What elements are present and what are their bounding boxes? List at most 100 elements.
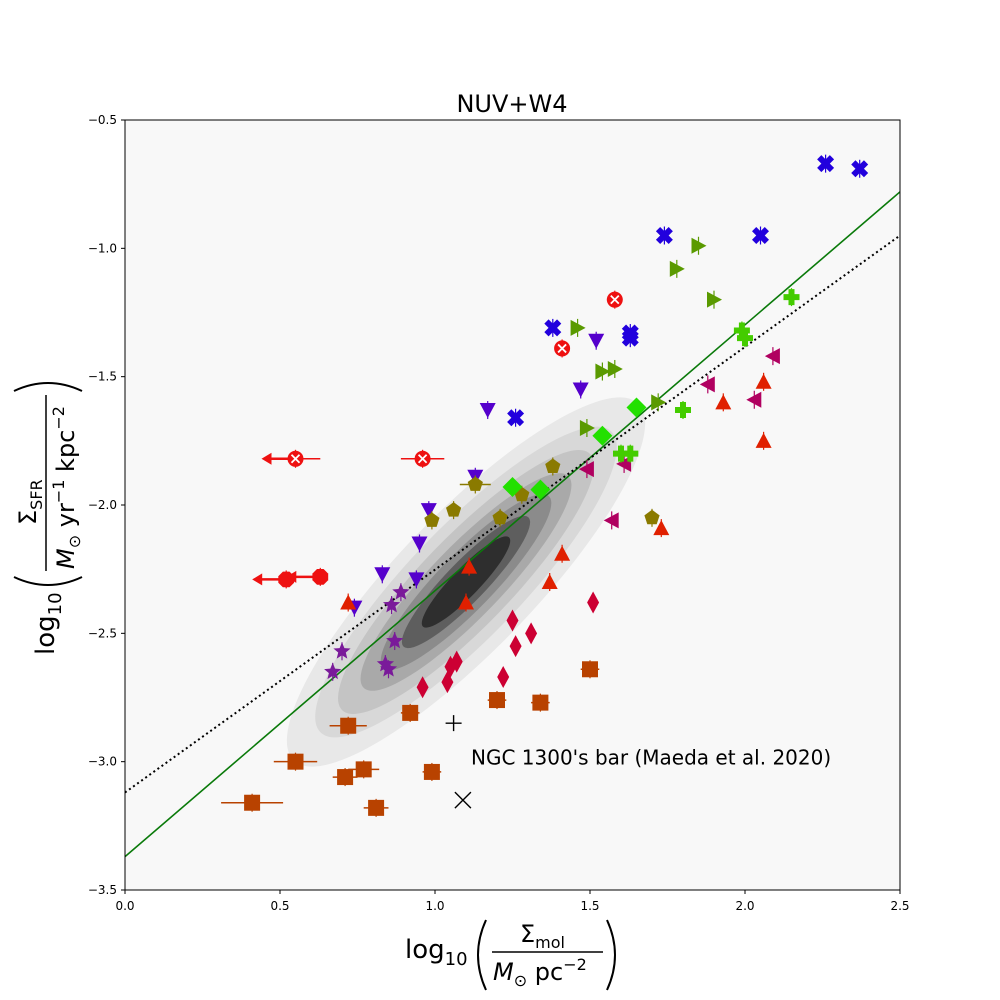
marker-filled-x: [752, 227, 769, 244]
data-point: [691, 236, 707, 255]
marker-filled-x: [655, 227, 673, 244]
chart-title: NUV+W4: [456, 90, 567, 118]
marker-diamond: [592, 425, 613, 446]
marker-filled-x-shape: [621, 329, 639, 347]
data-point: [531, 693, 550, 712]
y-label-sun: ⊙: [65, 535, 84, 548]
marker-pentagon: [424, 512, 440, 527]
data-point: [554, 339, 571, 358]
marker-filled-plus: [622, 445, 639, 462]
x-label-sigma-sub: mol: [535, 933, 565, 952]
data-point: [653, 519, 670, 538]
x-tick-label: 1.5: [580, 899, 599, 913]
data-point: [541, 573, 558, 591]
svg-text:log10: log10: [31, 592, 66, 655]
marker-filled-x-shape: [817, 155, 835, 173]
y-label-kpc: kpc: [52, 430, 80, 480]
data-point: [324, 662, 342, 681]
x-tick-label: 0.5: [270, 899, 289, 913]
marker-thin-diamond: [509, 635, 522, 658]
data-point: [572, 380, 589, 399]
x-label-left-paren: [477, 919, 487, 991]
svg-text:log10: log10: [405, 935, 468, 970]
marker-triangle-down: [479, 403, 496, 419]
marker-filled-x-shape: [507, 409, 525, 427]
marker-star: [324, 662, 342, 680]
marker-octagon: [312, 569, 329, 585]
y-label-right-paren: [13, 382, 83, 392]
data-point: [570, 318, 586, 337]
data-point: [592, 425, 613, 446]
marker-square: [582, 661, 598, 678]
marker-pentagon: [467, 476, 483, 491]
y-label-log-sub: 10: [45, 592, 66, 615]
svg-text:M⊙ yr−1 kpc−2: M⊙ yr−1 kpc−2: [49, 406, 84, 569]
y-label-sigma: Σ: [14, 510, 42, 525]
marker-triangle-up: [461, 558, 478, 574]
marker-triangle-right: [607, 360, 623, 377]
data-point: [408, 570, 425, 589]
data-point: [707, 290, 722, 309]
data-point: [545, 457, 561, 476]
marker-square: [244, 794, 261, 811]
svg-text:Σmol: Σmol: [520, 920, 565, 952]
marker-triangle-up: [755, 373, 772, 389]
data-point: [329, 716, 367, 735]
data-point: [613, 444, 629, 463]
data-point: [340, 593, 357, 612]
data-point: [507, 408, 525, 427]
marker-star: [392, 583, 410, 600]
data-point: [461, 557, 478, 576]
y-label-yr: yr: [52, 503, 80, 535]
data-point: [622, 444, 639, 463]
marker-thin-diamond: [416, 676, 429, 699]
density-contour-level: [421, 536, 511, 628]
data-point: [458, 593, 474, 612]
x-label-pc-exp: −2: [563, 955, 587, 974]
data-point: [595, 362, 611, 381]
y-label-sigma-sub: SFR: [27, 479, 46, 509]
ngc1300-markers: [445, 715, 472, 809]
marker-triangle-right: [579, 420, 595, 436]
data-point: [261, 449, 321, 468]
marker-triangle-up: [458, 594, 474, 610]
y-tick-label: −1.5: [88, 370, 117, 384]
data-point: [737, 329, 753, 348]
x-tick-label: 0.0: [115, 899, 134, 913]
marker-circle-x-cross: [610, 295, 620, 305]
marker-thin-diamond: [497, 665, 510, 688]
marker-triangle-down: [420, 503, 437, 519]
data-point: [715, 393, 732, 412]
marker-triangle-right: [669, 260, 685, 277]
svg-text:ΣSFR: ΣSFR: [14, 479, 46, 525]
marker-star: [383, 596, 401, 613]
y-tick-label: −3.5: [88, 883, 117, 897]
x-axis-ticks: 0.0 0.5 1.0 1.5 2.0 2.5: [115, 890, 910, 913]
y-tick-label: −2.0: [88, 498, 117, 512]
marker-thin-diamond: [450, 650, 463, 673]
marker-filled-x-shape: [851, 160, 869, 178]
data-point: [655, 226, 673, 245]
marker-circle-x-cross: [417, 454, 428, 464]
y-tick-label: −0.5: [88, 113, 117, 127]
marker-filled-x: [544, 319, 562, 337]
marker-triangle-right: [570, 319, 586, 336]
marker-square: [337, 769, 354, 786]
data-point: [392, 583, 410, 602]
x-label-pc: pc: [527, 958, 563, 986]
data-point: [817, 154, 835, 173]
marker-square: [402, 704, 419, 721]
data-point: [588, 331, 605, 350]
data-point: [644, 508, 660, 527]
data-point: [411, 534, 428, 553]
data-point: [579, 419, 595, 437]
marker-triangle-right: [595, 363, 611, 380]
y-tick-label: −3.0: [88, 755, 117, 769]
data-point: [783, 288, 800, 307]
data-point: [446, 501, 462, 520]
data-point: [606, 290, 623, 309]
marker-square: [368, 799, 385, 816]
marker-triangle-up: [755, 432, 772, 448]
marker-filled-x-shape: [752, 227, 769, 244]
data-point: [374, 565, 391, 584]
